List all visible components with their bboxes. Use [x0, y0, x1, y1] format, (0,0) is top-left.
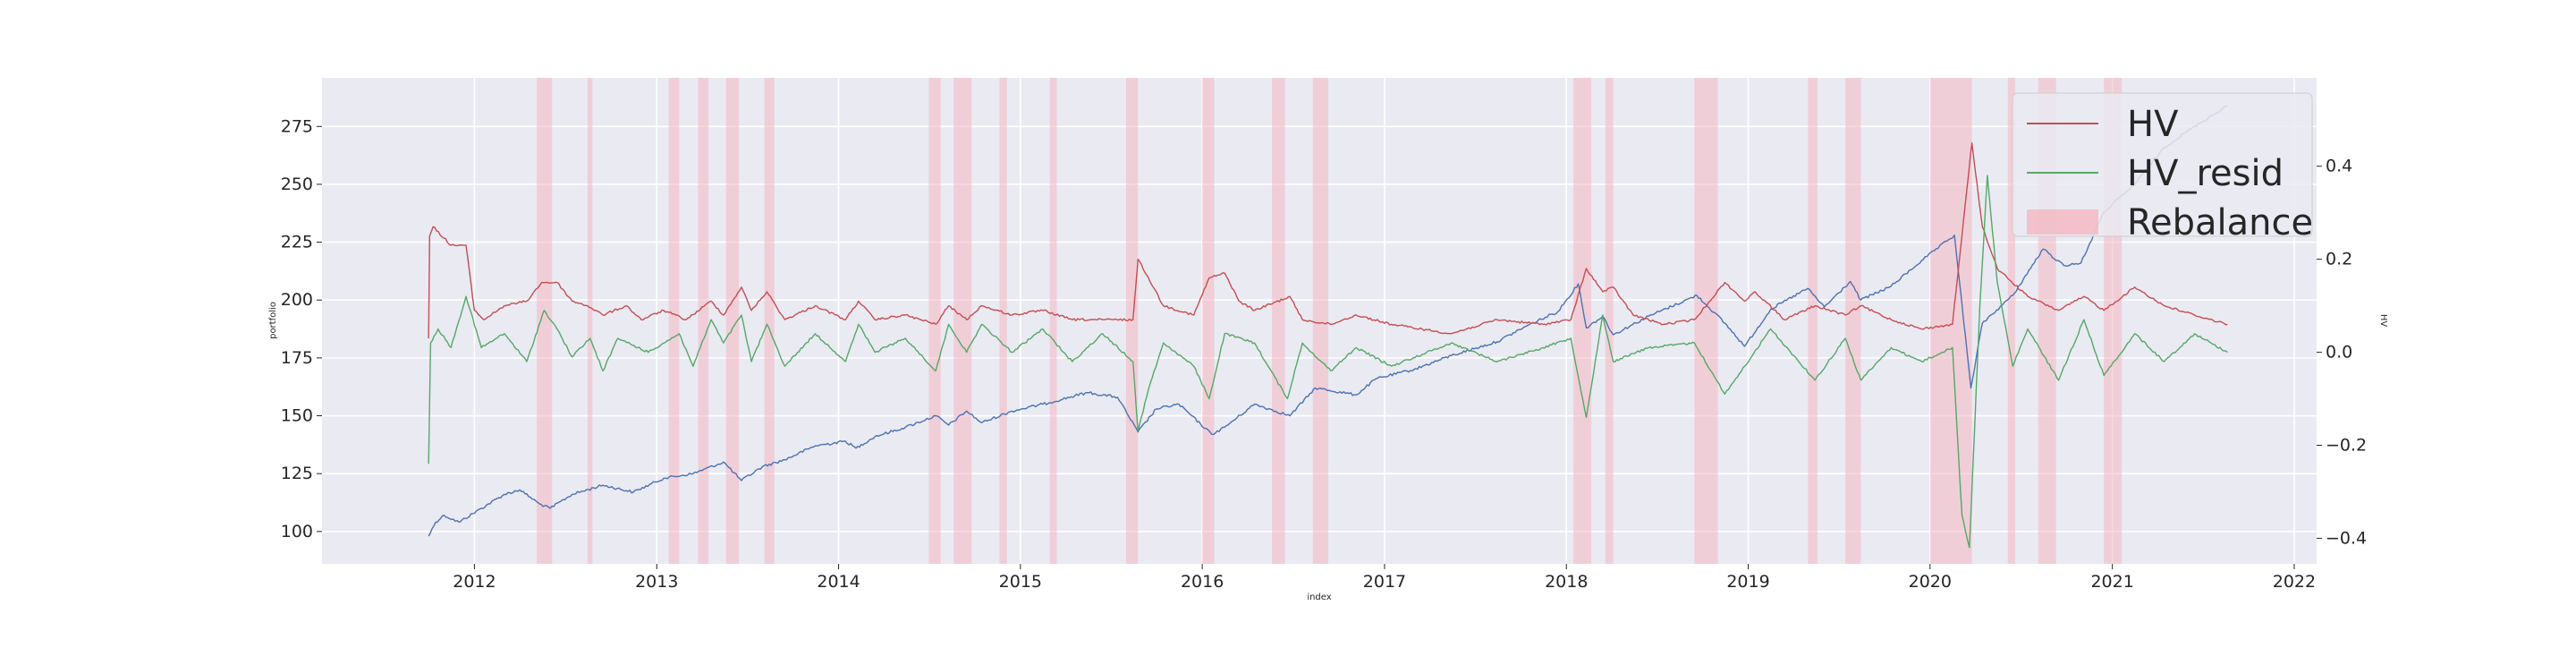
- rebalance-span: [698, 78, 709, 564]
- y-left-tick-label: 225: [281, 233, 313, 252]
- rebalance-span: [668, 78, 680, 564]
- y-left-tick-label: 150: [281, 406, 313, 426]
- y-right-tick-label: 0.0: [2326, 343, 2352, 362]
- legend-box: [2012, 92, 2313, 237]
- y-left-tick-label: 125: [281, 464, 313, 483]
- x-tick-label: 2013: [635, 572, 678, 592]
- y-right-tick-label: 0.4: [2326, 157, 2352, 176]
- rebalance-span: [1202, 78, 1215, 564]
- legend-label: Rebalance: [2127, 202, 2313, 243]
- rebalance-span: [1272, 78, 1285, 564]
- y-left-tick-label: 275: [281, 116, 313, 136]
- x-axis-label: index: [1307, 593, 1331, 602]
- series-line-portfolio: [428, 105, 2228, 537]
- rebalance-span: [725, 78, 740, 564]
- y-right-tick-label: 0.2: [2326, 250, 2352, 269]
- y-right-tick-label: −0.2: [2326, 435, 2367, 455]
- y-left-tick-label: 100: [281, 522, 313, 541]
- rebalance-shading: [537, 78, 2123, 564]
- legend-swatch-patch: [2027, 209, 2098, 234]
- rebalance-span: [764, 78, 775, 564]
- legend-label: HV_resid: [2127, 153, 2284, 194]
- series-line-hv: [428, 142, 2228, 339]
- x-tick-label: 2018: [1545, 572, 1588, 592]
- rebalance-span: [953, 78, 972, 564]
- rebalance-span: [1125, 78, 1139, 564]
- axes: 2012 2013 2014 2015 2016 2017 2018 2019 2020 2021…: [281, 116, 2367, 592]
- x-tick-label: 2014: [817, 572, 860, 592]
- x-tick-label: 2021: [2090, 572, 2133, 592]
- x-tick-label: 2022: [2273, 572, 2316, 592]
- x-tick-label: 2016: [1181, 572, 1224, 592]
- rebalance-span: [1808, 78, 1818, 564]
- x-tick-label: 2019: [1726, 572, 1769, 592]
- rebalance-span: [1049, 78, 1057, 564]
- rebalance-span: [1694, 78, 1718, 564]
- y-right-tick-label: −0.4: [2326, 528, 2367, 548]
- y-left-tick-label: 250: [281, 175, 313, 194]
- rebalance-span: [928, 78, 941, 564]
- series-lines: [428, 105, 2228, 549]
- rebalance-span: [1929, 78, 1972, 564]
- x-tick-label: 2020: [1909, 572, 1952, 592]
- rebalance-span: [537, 78, 553, 564]
- rebalance-span: [1845, 78, 1861, 564]
- y-left-tick-label: 200: [281, 290, 313, 310]
- series-line-hv-resid: [428, 175, 2228, 549]
- rebalance-span: [1573, 78, 1592, 564]
- rebalance-span: [1605, 78, 1614, 564]
- rebalance-span: [999, 78, 1007, 564]
- legend-label: HV: [2127, 104, 2179, 145]
- x-tick-label: 2012: [453, 572, 496, 592]
- legend: HV HV_resid Rebalance: [2012, 92, 2313, 243]
- y-axis-right-label: HV: [2378, 314, 2388, 328]
- x-tick-label: 2017: [1363, 572, 1406, 592]
- y-axis-left-label: portfolio: [268, 302, 278, 339]
- rebalance-span: [2007, 78, 2016, 564]
- y-left-tick-label: 175: [281, 348, 313, 368]
- rebalance-span: [587, 78, 593, 564]
- x-tick-label: 2015: [999, 572, 1042, 592]
- rebalance-span: [1312, 78, 1329, 564]
